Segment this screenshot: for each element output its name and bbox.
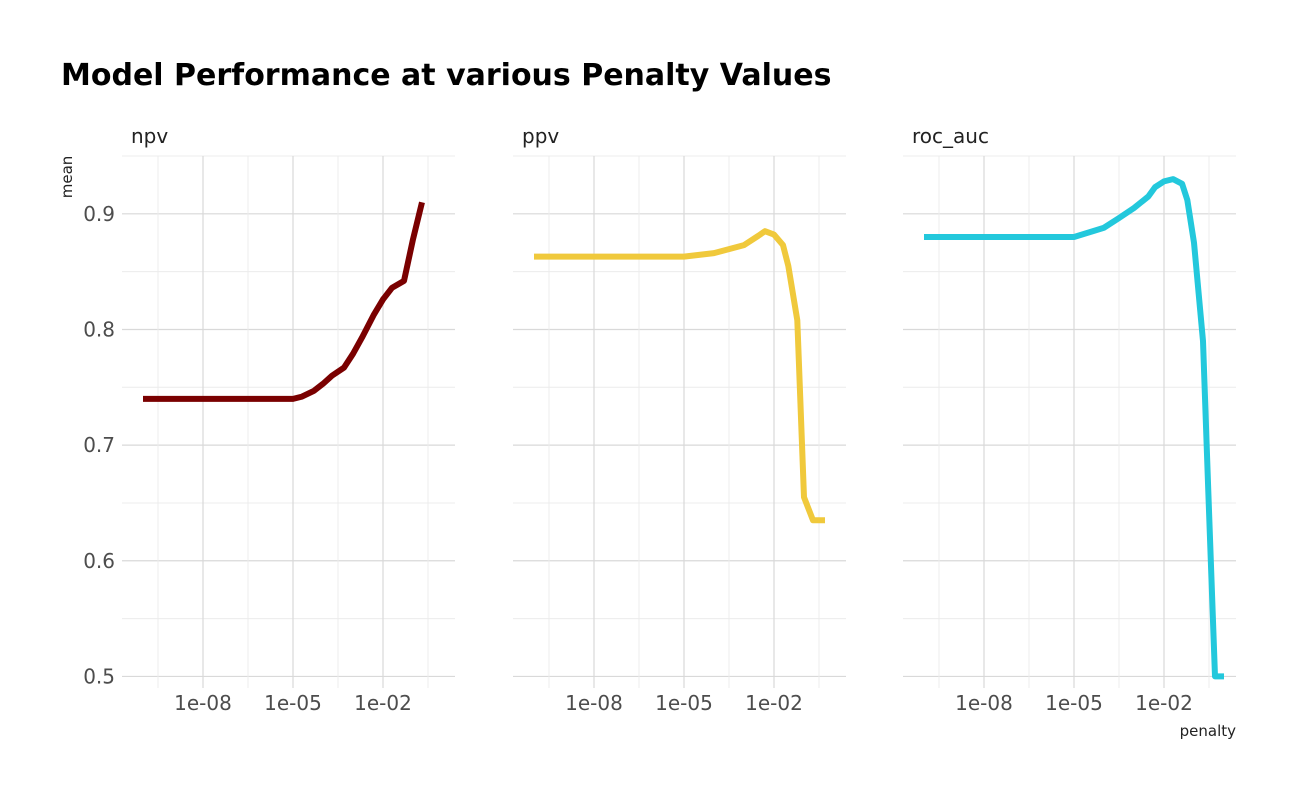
x-tick-label: 1e-08 (174, 691, 232, 715)
x-tick-label: 1e-02 (354, 691, 412, 715)
x-tick-label: 1e-08 (955, 691, 1013, 715)
series-line-roc_auc (924, 176, 1224, 680)
series-line-ppv (534, 228, 825, 524)
panel-ppv: ppv 1e-08 1e-05 1e-02 (513, 124, 846, 715)
y-tick-label: 0.9 (83, 202, 115, 226)
strip-label-npv: npv (131, 124, 168, 148)
x-tick-label: 1e-05 (655, 691, 713, 715)
x-axis-title: penalty (1180, 722, 1236, 740)
y-tick-label: 0.7 (83, 433, 115, 457)
y-axis-title: mean (58, 156, 76, 199)
strip-label-roc_auc: roc_auc (912, 124, 989, 148)
strip-label-ppv: ppv (522, 124, 559, 148)
x-tick-label: 1e-05 (1045, 691, 1103, 715)
facet-panels: npv 1e-08 1e-05 1e-02 0.5 0.6 0.7 0.8 0.9 ppv 1e-0… (83, 124, 1236, 715)
x-tick-label: 1e-02 (745, 691, 803, 715)
x-tick-label: 1e-08 (565, 691, 623, 715)
x-tick-label: 1e-05 (264, 691, 322, 715)
chart-title: Model Performance at various Penalty Val… (61, 58, 831, 93)
panel-roc_auc: roc_auc 1e-08 1e-05 1e-02 (903, 124, 1236, 715)
series-line-npv (143, 201, 425, 402)
panel-npv: npv 1e-08 1e-05 1e-02 (122, 124, 455, 715)
y-tick-label: 0.6 (83, 549, 115, 573)
x-tick-label: 1e-02 (1135, 691, 1193, 715)
y-tick-label: 0.8 (83, 317, 115, 341)
y-tick-label: 0.5 (83, 664, 115, 688)
